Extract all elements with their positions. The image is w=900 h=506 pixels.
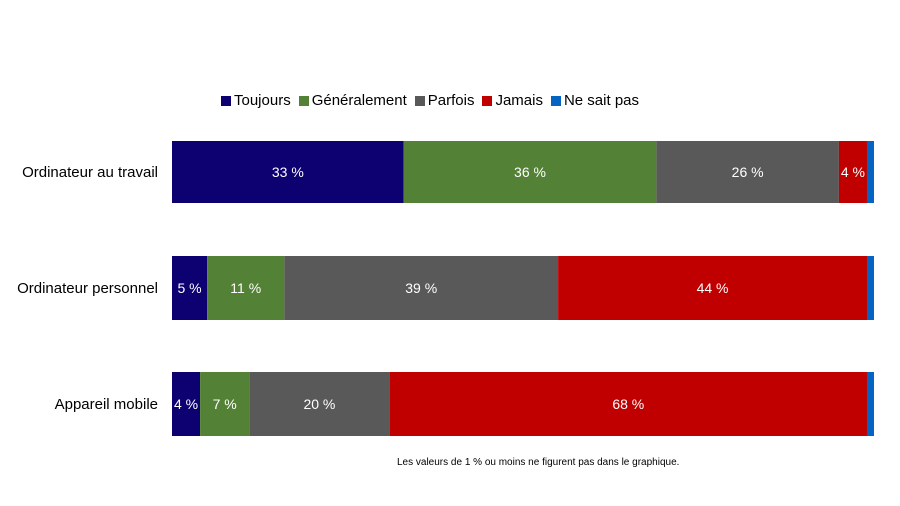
data-label: 11 % bbox=[230, 280, 261, 296]
legend-item: Jamais bbox=[482, 92, 543, 109]
bar-segment bbox=[866, 372, 874, 436]
data-label: 68 % bbox=[612, 396, 644, 412]
legend-swatch bbox=[221, 95, 231, 106]
bar-segment bbox=[249, 372, 390, 436]
bar-segment bbox=[172, 372, 201, 436]
data-label: 4 % bbox=[841, 164, 865, 180]
legend: Toujours Généralement Parfois Jamais Ne sait… bbox=[221, 92, 639, 109]
bar-segment bbox=[207, 256, 285, 320]
bar-segment bbox=[172, 141, 404, 203]
bar-segment bbox=[656, 141, 839, 203]
bar-segment bbox=[200, 372, 250, 436]
category-label: Ordinateur personnel bbox=[17, 280, 158, 297]
data-label: 4 % bbox=[174, 396, 198, 412]
data-label: 33 % bbox=[272, 164, 304, 180]
legend-swatch bbox=[550, 95, 561, 106]
bar-segment bbox=[838, 141, 867, 203]
category-label: Appareil mobile bbox=[55, 396, 158, 413]
data-label: 20 % bbox=[303, 396, 335, 412]
data-label: 5 % bbox=[177, 280, 201, 296]
legend-item: Parfois bbox=[414, 92, 475, 109]
data-label: 36 % bbox=[514, 164, 546, 180]
legend-label: Ne sait pas bbox=[563, 92, 640, 109]
legend-label: Jamais bbox=[495, 92, 543, 109]
bar-segment bbox=[389, 372, 867, 436]
data-label: 44 % bbox=[697, 280, 729, 296]
bar-segment bbox=[866, 141, 874, 203]
bar-segment bbox=[284, 256, 559, 320]
bar-segment bbox=[866, 256, 874, 320]
legend-swatch bbox=[482, 95, 493, 106]
legend-item: Généralement bbox=[298, 92, 407, 109]
legend-swatch bbox=[414, 95, 425, 106]
bar-segment bbox=[403, 141, 657, 203]
legend-item: Ne sait pas bbox=[550, 92, 640, 109]
bar-segment bbox=[172, 256, 208, 320]
legend-label: Parfois bbox=[427, 92, 475, 109]
bar-segment bbox=[558, 256, 867, 320]
legend-label: Généralement bbox=[311, 92, 407, 109]
legend-swatch bbox=[298, 95, 309, 106]
data-label: 7 % bbox=[213, 396, 237, 412]
chart-note: Les valeurs de 1 % ou moins ne figurent … bbox=[397, 457, 680, 468]
data-label: 26 % bbox=[732, 164, 764, 180]
category-label: Ordinateur au travail bbox=[22, 164, 158, 181]
legend-label: Toujours bbox=[234, 92, 291, 109]
data-label: 39 % bbox=[405, 280, 437, 296]
legend-item: Toujours bbox=[221, 92, 291, 109]
